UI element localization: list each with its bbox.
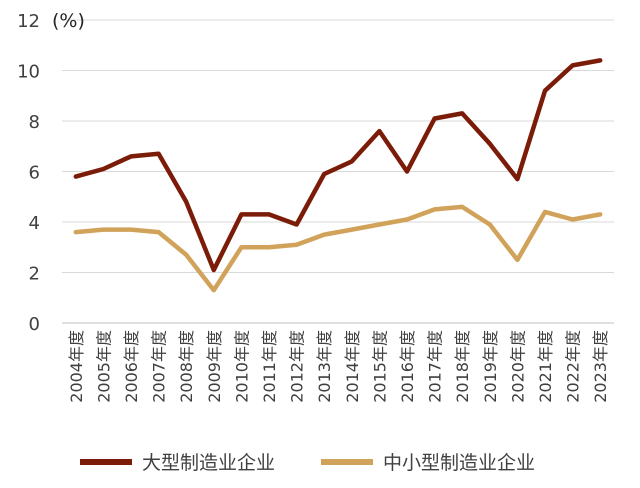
x-tick-label: 2022年度 <box>564 330 583 403</box>
legend: 大型制造业企业 中小型制造业企业 <box>80 448 581 475</box>
series-line-large <box>73 58 603 273</box>
y-tick-label: 8 <box>29 112 40 133</box>
y-tick-label: 4 <box>29 213 40 234</box>
x-tick-label: 2010年度 <box>232 330 251 403</box>
x-tick-label: 2021年度 <box>536 330 555 403</box>
x-tick-label: 2016年度 <box>398 330 417 403</box>
x-tick-label: 2018年度 <box>453 330 472 403</box>
y-tick-label: 10 <box>17 62 40 83</box>
x-tick-label: 2014年度 <box>343 330 362 403</box>
legend-item-large: 大型制造业企业 <box>80 448 275 475</box>
x-tick-label: 2009年度 <box>205 330 224 403</box>
y-unit-label: (%) <box>52 10 85 32</box>
x-tick-label: 2023年度 <box>591 330 610 403</box>
legend-item-small-medium: 中小型制造业企业 <box>321 448 535 475</box>
x-tick-label: 2005年度 <box>94 330 113 403</box>
x-tick-label: 2004年度 <box>67 330 86 403</box>
x-tick-label: 2020年度 <box>508 330 527 403</box>
legend-swatch-large <box>80 458 132 465</box>
x-tick-label: 2008年度 <box>177 330 196 403</box>
y-tick-label: 0 <box>29 314 40 335</box>
y-tick-label: 2 <box>29 264 40 285</box>
legend-swatch-small-medium <box>321 458 374 465</box>
x-tick-label: 2017年度 <box>426 330 445 403</box>
x-tick-label: 2007年度 <box>150 330 169 403</box>
series-line-small-medium <box>73 204 603 293</box>
legend-label-large: 大型制造业企业 <box>142 452 276 474</box>
x-tick-label: 2011年度 <box>260 330 279 403</box>
legend-label-small-medium: 中小型制造业企业 <box>383 452 536 474</box>
x-tick-label: 2019年度 <box>481 330 500 403</box>
x-tick-label: 2012年度 <box>288 330 307 403</box>
x-tick-label: 2013年度 <box>315 330 334 403</box>
x-tick-label: 2006年度 <box>122 330 141 403</box>
y-tick-label: 12 <box>17 11 40 32</box>
x-tick-label: 2015年度 <box>370 330 389 403</box>
y-tick-label: 6 <box>29 163 40 184</box>
